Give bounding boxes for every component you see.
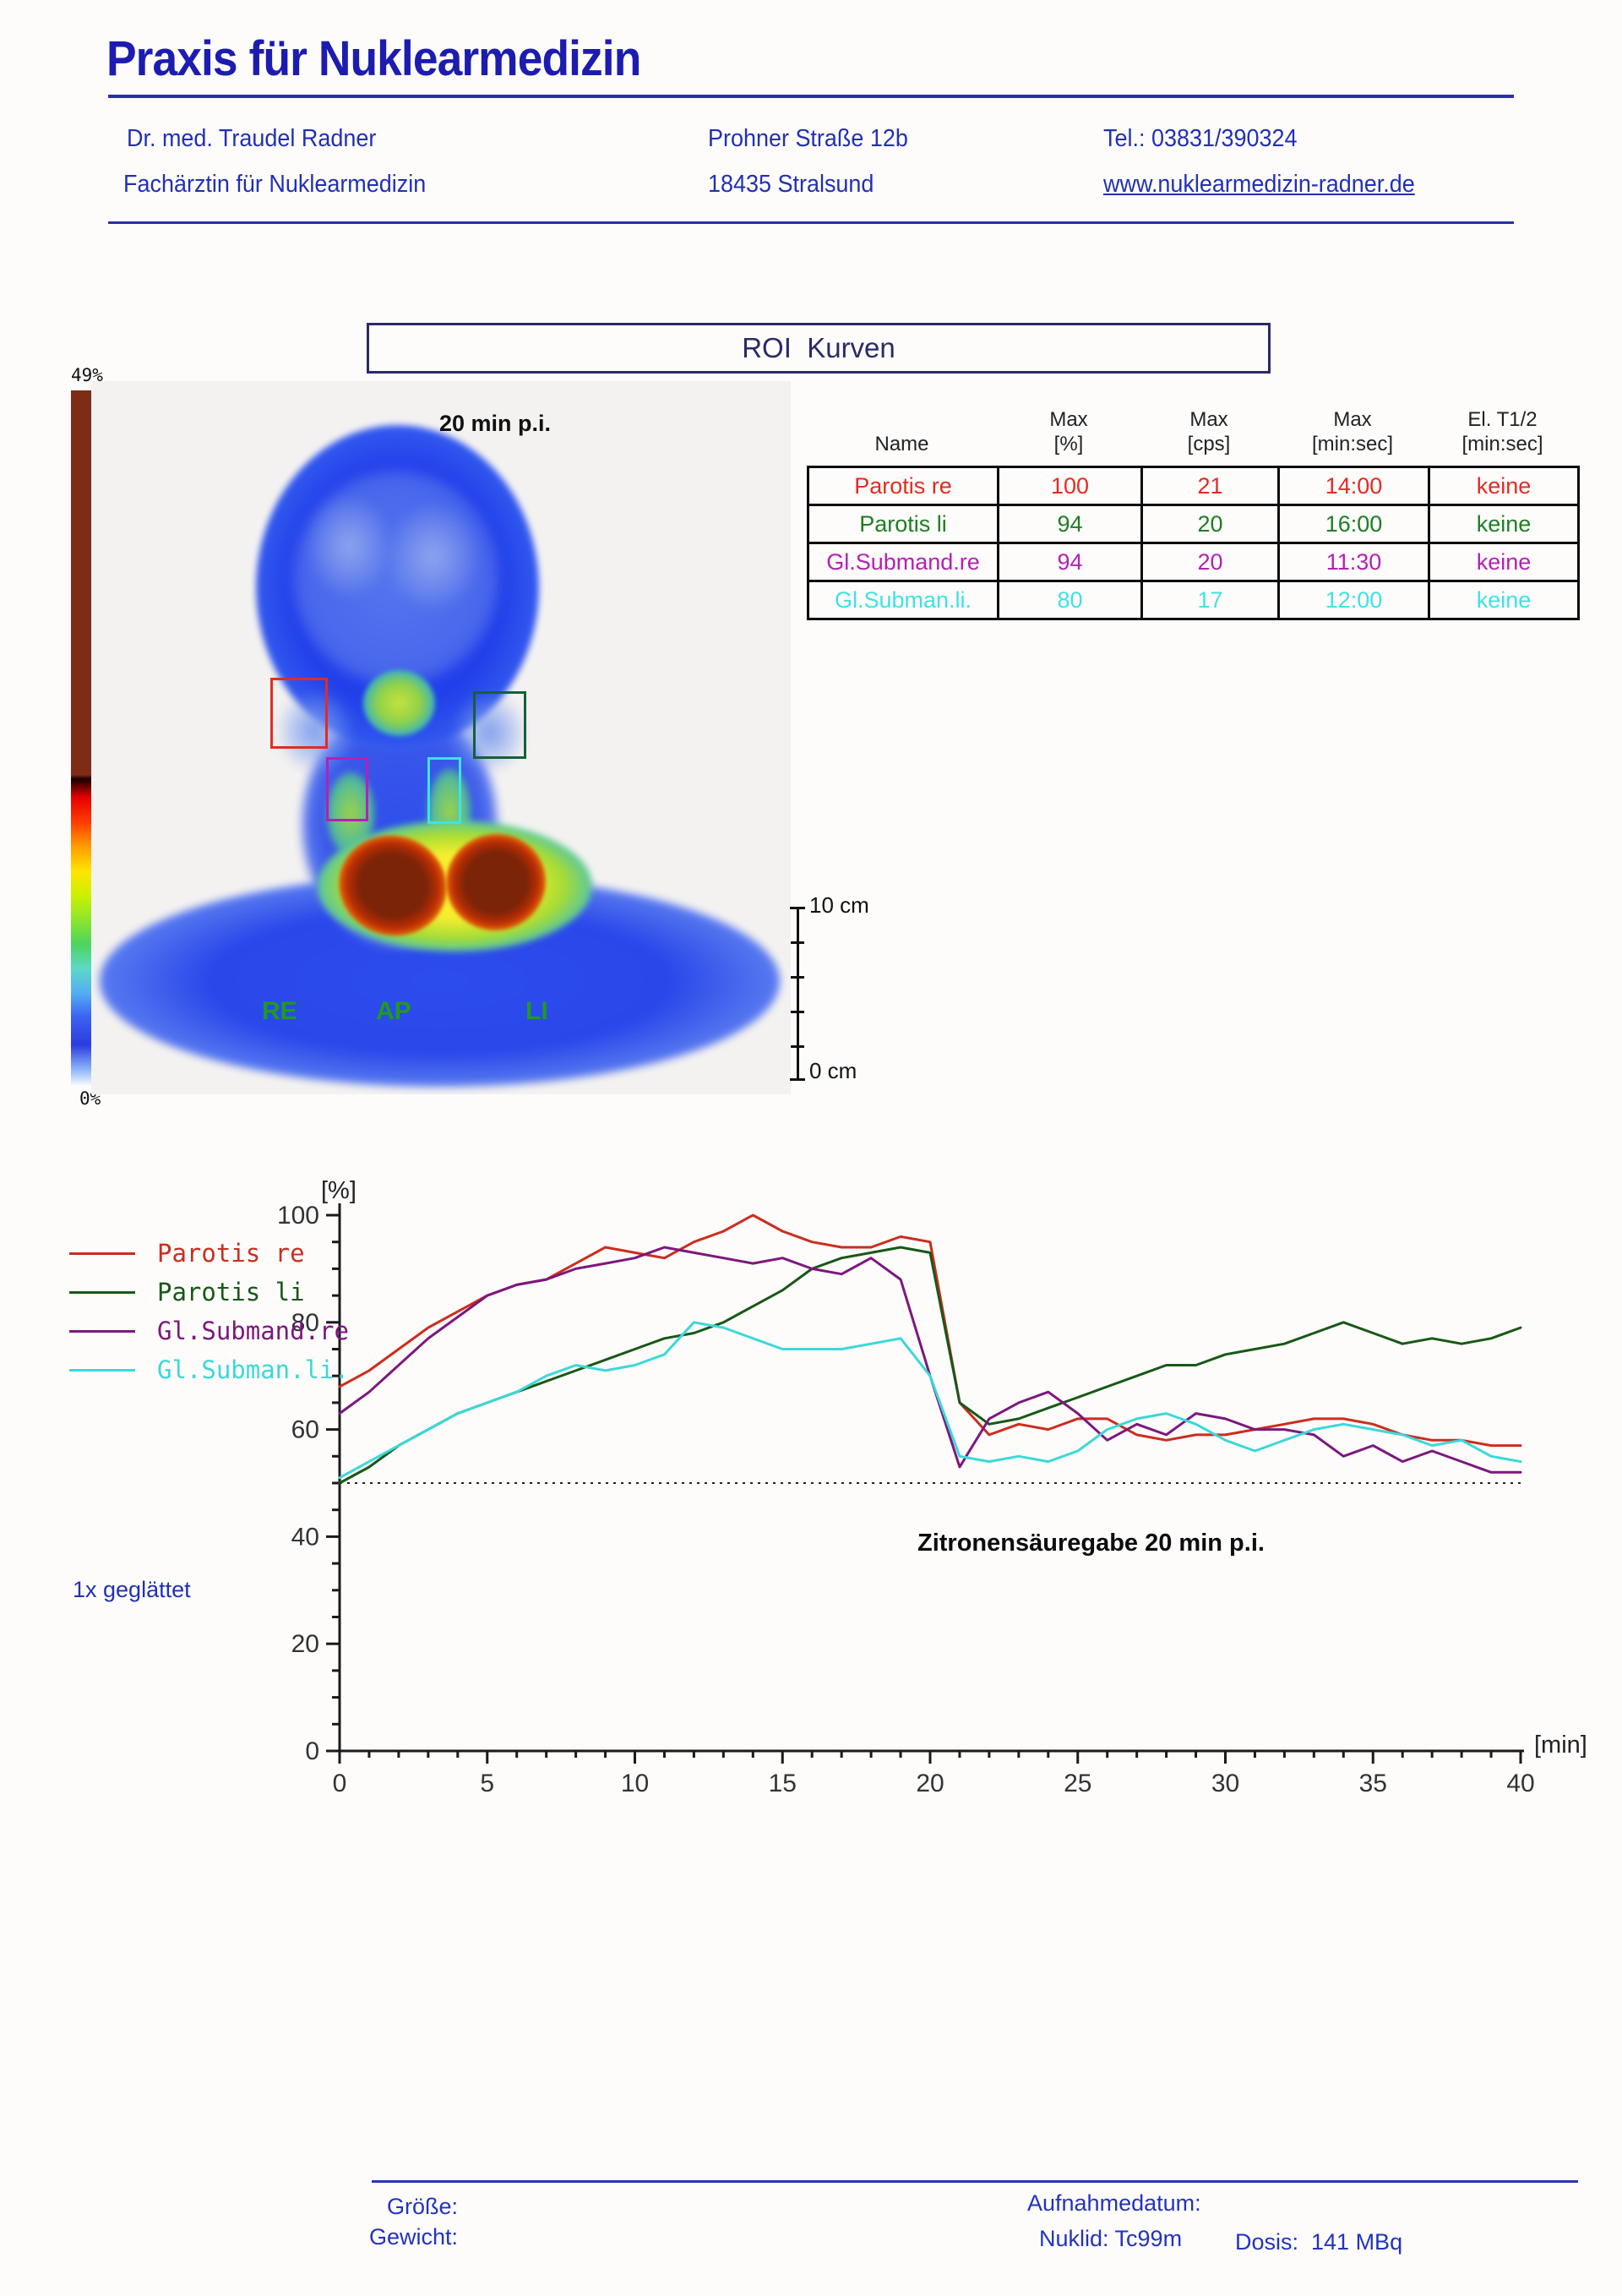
svg-text:40: 40: [291, 1523, 319, 1551]
doctor-name: Dr. med. Traudel Radner: [127, 125, 377, 152]
scintigram-image: [91, 381, 791, 1094]
ruler-tick: [791, 941, 804, 944]
size-label: Größe:: [386, 2194, 458, 2219]
website-link[interactable]: www.nuklearmedizin-radner.de: [1103, 171, 1415, 198]
roi-rect-submand-re: [326, 757, 368, 821]
ruler-bottom-label: 0 cm: [809, 1058, 857, 1083]
svg-text:20: 20: [916, 1770, 944, 1797]
acquisition-time-label: 20 min p.i.: [439, 411, 552, 436]
ruler-tick: [791, 1011, 804, 1013]
legend-item: Gl.Submand.re: [69, 1312, 349, 1350]
legend-item: Gl.Subman.li.: [69, 1350, 349, 1389]
legend-swatch: [69, 1252, 135, 1255]
parotis-right-patch: [279, 692, 351, 770]
section-title-box: ROI Kurven: [367, 323, 1271, 374]
svg-text:25: 25: [1064, 1770, 1091, 1797]
oral-hotspot: [363, 670, 435, 736]
table-row: Gl.Subman.li. 80 17 12:00 keine: [807, 580, 1580, 620]
roi-rect-parotis-re: [270, 678, 328, 749]
ruler-tick: [791, 1045, 804, 1048]
svg-text:15: 15: [769, 1770, 797, 1797]
svg-text:0: 0: [305, 1737, 319, 1765]
table-row: Parotis li 94 20 16:00 keine: [807, 504, 1580, 544]
col-header-name: Name: [874, 432, 929, 455]
header-rule-bottom: [108, 221, 1514, 224]
address-city: 18435 Stralsund: [708, 171, 874, 198]
svg-text:0: 0: [333, 1770, 347, 1797]
ruler-top-label: 10 cm: [809, 892, 869, 918]
roi-rect-parotis-li: [473, 691, 526, 759]
smoothing-label: 1x geglättet: [73, 1577, 191, 1602]
section-title: ROI Kurven: [742, 332, 895, 363]
colorbar: [71, 390, 92, 1087]
phone-number: Tel.: 03831/390324: [1103, 125, 1298, 152]
table-row: Parotis re 100 21 14:00 keine: [807, 466, 1580, 506]
nuclide-value: Nuklid: Tc99m: [1039, 2226, 1183, 2251]
citric-acid-annotation: Zitronensäuregabe 20 min p.i.: [917, 1530, 1265, 1557]
svg-text:20: 20: [291, 1630, 319, 1658]
brain-patch-right: [389, 506, 477, 608]
roi-rect-subman-li: [427, 757, 461, 824]
svg-text:40: 40: [1506, 1770, 1534, 1797]
svg-text:5: 5: [480, 1770, 494, 1797]
footer-rule: [372, 2180, 1578, 2183]
orientation-label-li: LI: [525, 997, 548, 1025]
legend-item: Parotis li: [69, 1273, 349, 1312]
ruler-tick: [791, 976, 804, 979]
svg-text:60: 60: [291, 1416, 319, 1444]
col-header-max-cps: Max [cps]: [1187, 408, 1231, 455]
svg-text:80: 80: [291, 1309, 319, 1337]
svg-text:[%]: [%]: [321, 1177, 357, 1204]
doctor-specialty: Fachärztin für Nuklearmedizin: [123, 171, 427, 198]
acquisition-date-label: Aufnahmedatum:: [1027, 2190, 1201, 2216]
col-header-max-time: Max [min:sec]: [1311, 408, 1394, 455]
ruler-tick: [790, 907, 805, 909]
table-row: Gl.Submand.re 94 20 11:30 keine: [807, 542, 1580, 582]
brain-patch-left: [309, 498, 389, 595]
ruler-line: [797, 907, 799, 1081]
col-header-el-t12: El. T1/2 [min:sec]: [1461, 408, 1543, 455]
roi-table: Parotis re 100 21 14:00 keine Parotis li 94…: [807, 466, 1580, 620]
header-rule-top: [108, 95, 1514, 98]
orientation-label-re: RE: [262, 997, 297, 1025]
legend-swatch: [69, 1290, 135, 1294]
svg-text:35: 35: [1359, 1770, 1387, 1797]
col-header-max-pct: Max [%]: [1049, 408, 1088, 455]
address-street: Prohner Straße 12b: [708, 125, 908, 152]
svg-text:10: 10: [621, 1770, 649, 1797]
chart-legend: Parotis re Parotis li Gl.Submand.re Gl.S…: [69, 1234, 349, 1389]
practice-title: Praxis für Nuklearmedizin: [106, 31, 641, 86]
svg-text:[min]: [min]: [1534, 1732, 1587, 1759]
svg-text:100: 100: [277, 1202, 319, 1230]
dose-value: Dosis: 141 MBq: [1235, 2229, 1403, 2255]
time-activity-chart: 0 20 40 60 80 100 0 5 10 15 20 25 30 35 40 [%] [min]: [277, 1177, 1587, 1797]
legend-item: Parotis re: [69, 1234, 349, 1273]
weight-label: Gewicht:: [368, 2224, 458, 2250]
legend-swatch: [69, 1368, 135, 1372]
svg-text:30: 30: [1211, 1770, 1239, 1797]
roi-table-header: Name Max [%] Max [cps] Max [min:sec] El. T1…: [807, 408, 1577, 457]
legend-swatch: [69, 1329, 135, 1333]
orientation-label-ap: AP: [376, 997, 411, 1025]
ruler-tick: [790, 1078, 805, 1081]
